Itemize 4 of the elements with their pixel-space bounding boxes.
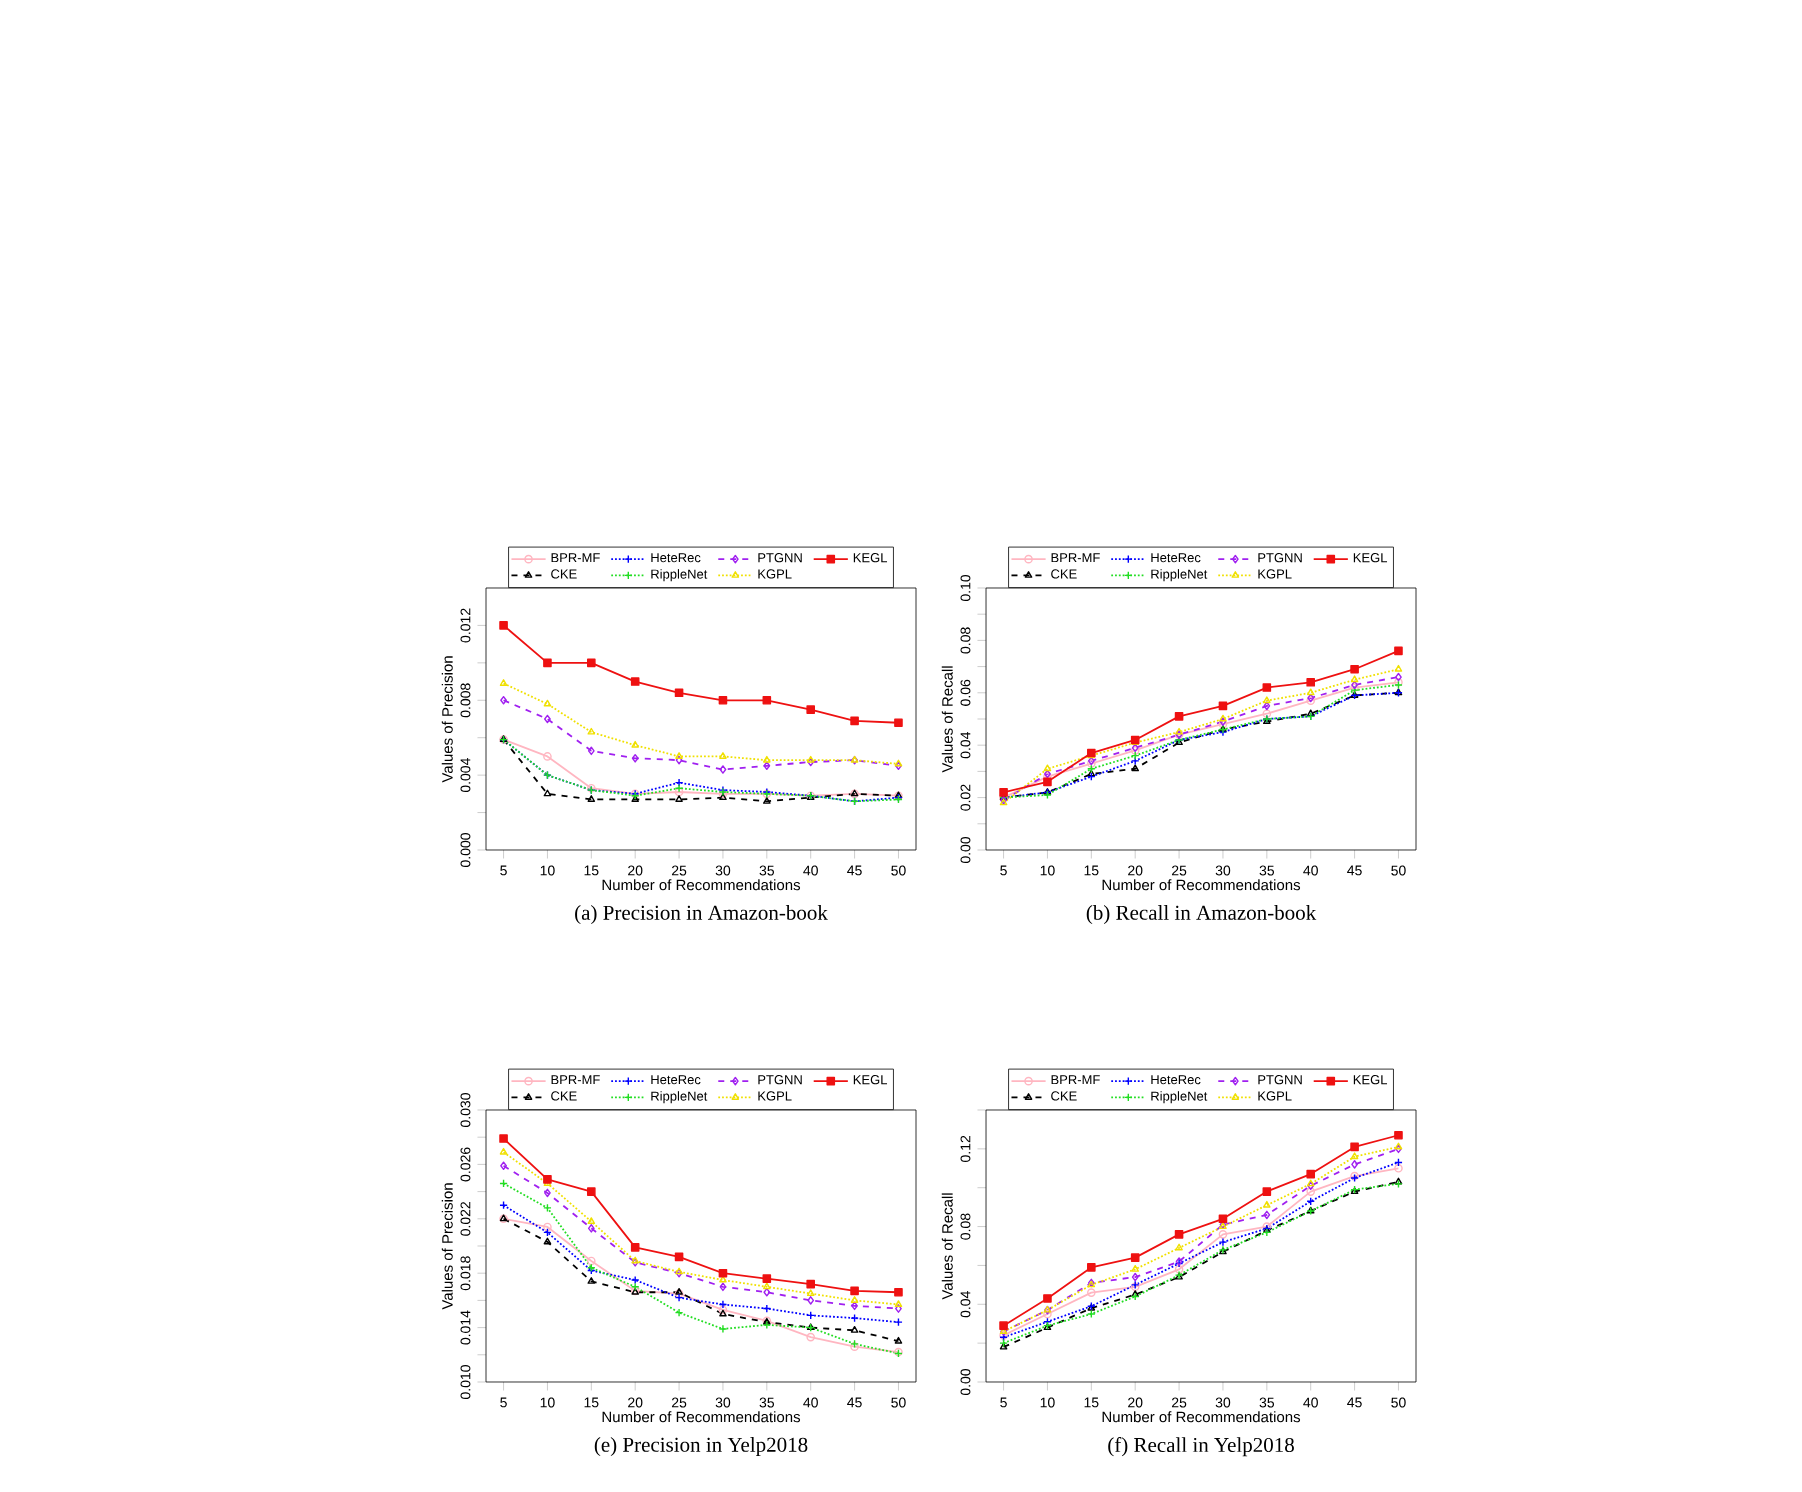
text: (f) Recall in Yelp2018 xyxy=(1108,1437,1294,1457)
text: (e) Precision in Yelp2018 xyxy=(594,1437,808,1457)
text: (a) Precision in Amazon-book xyxy=(575,905,828,925)
text: (b) Recall in Amazon-book xyxy=(1086,905,1317,925)
